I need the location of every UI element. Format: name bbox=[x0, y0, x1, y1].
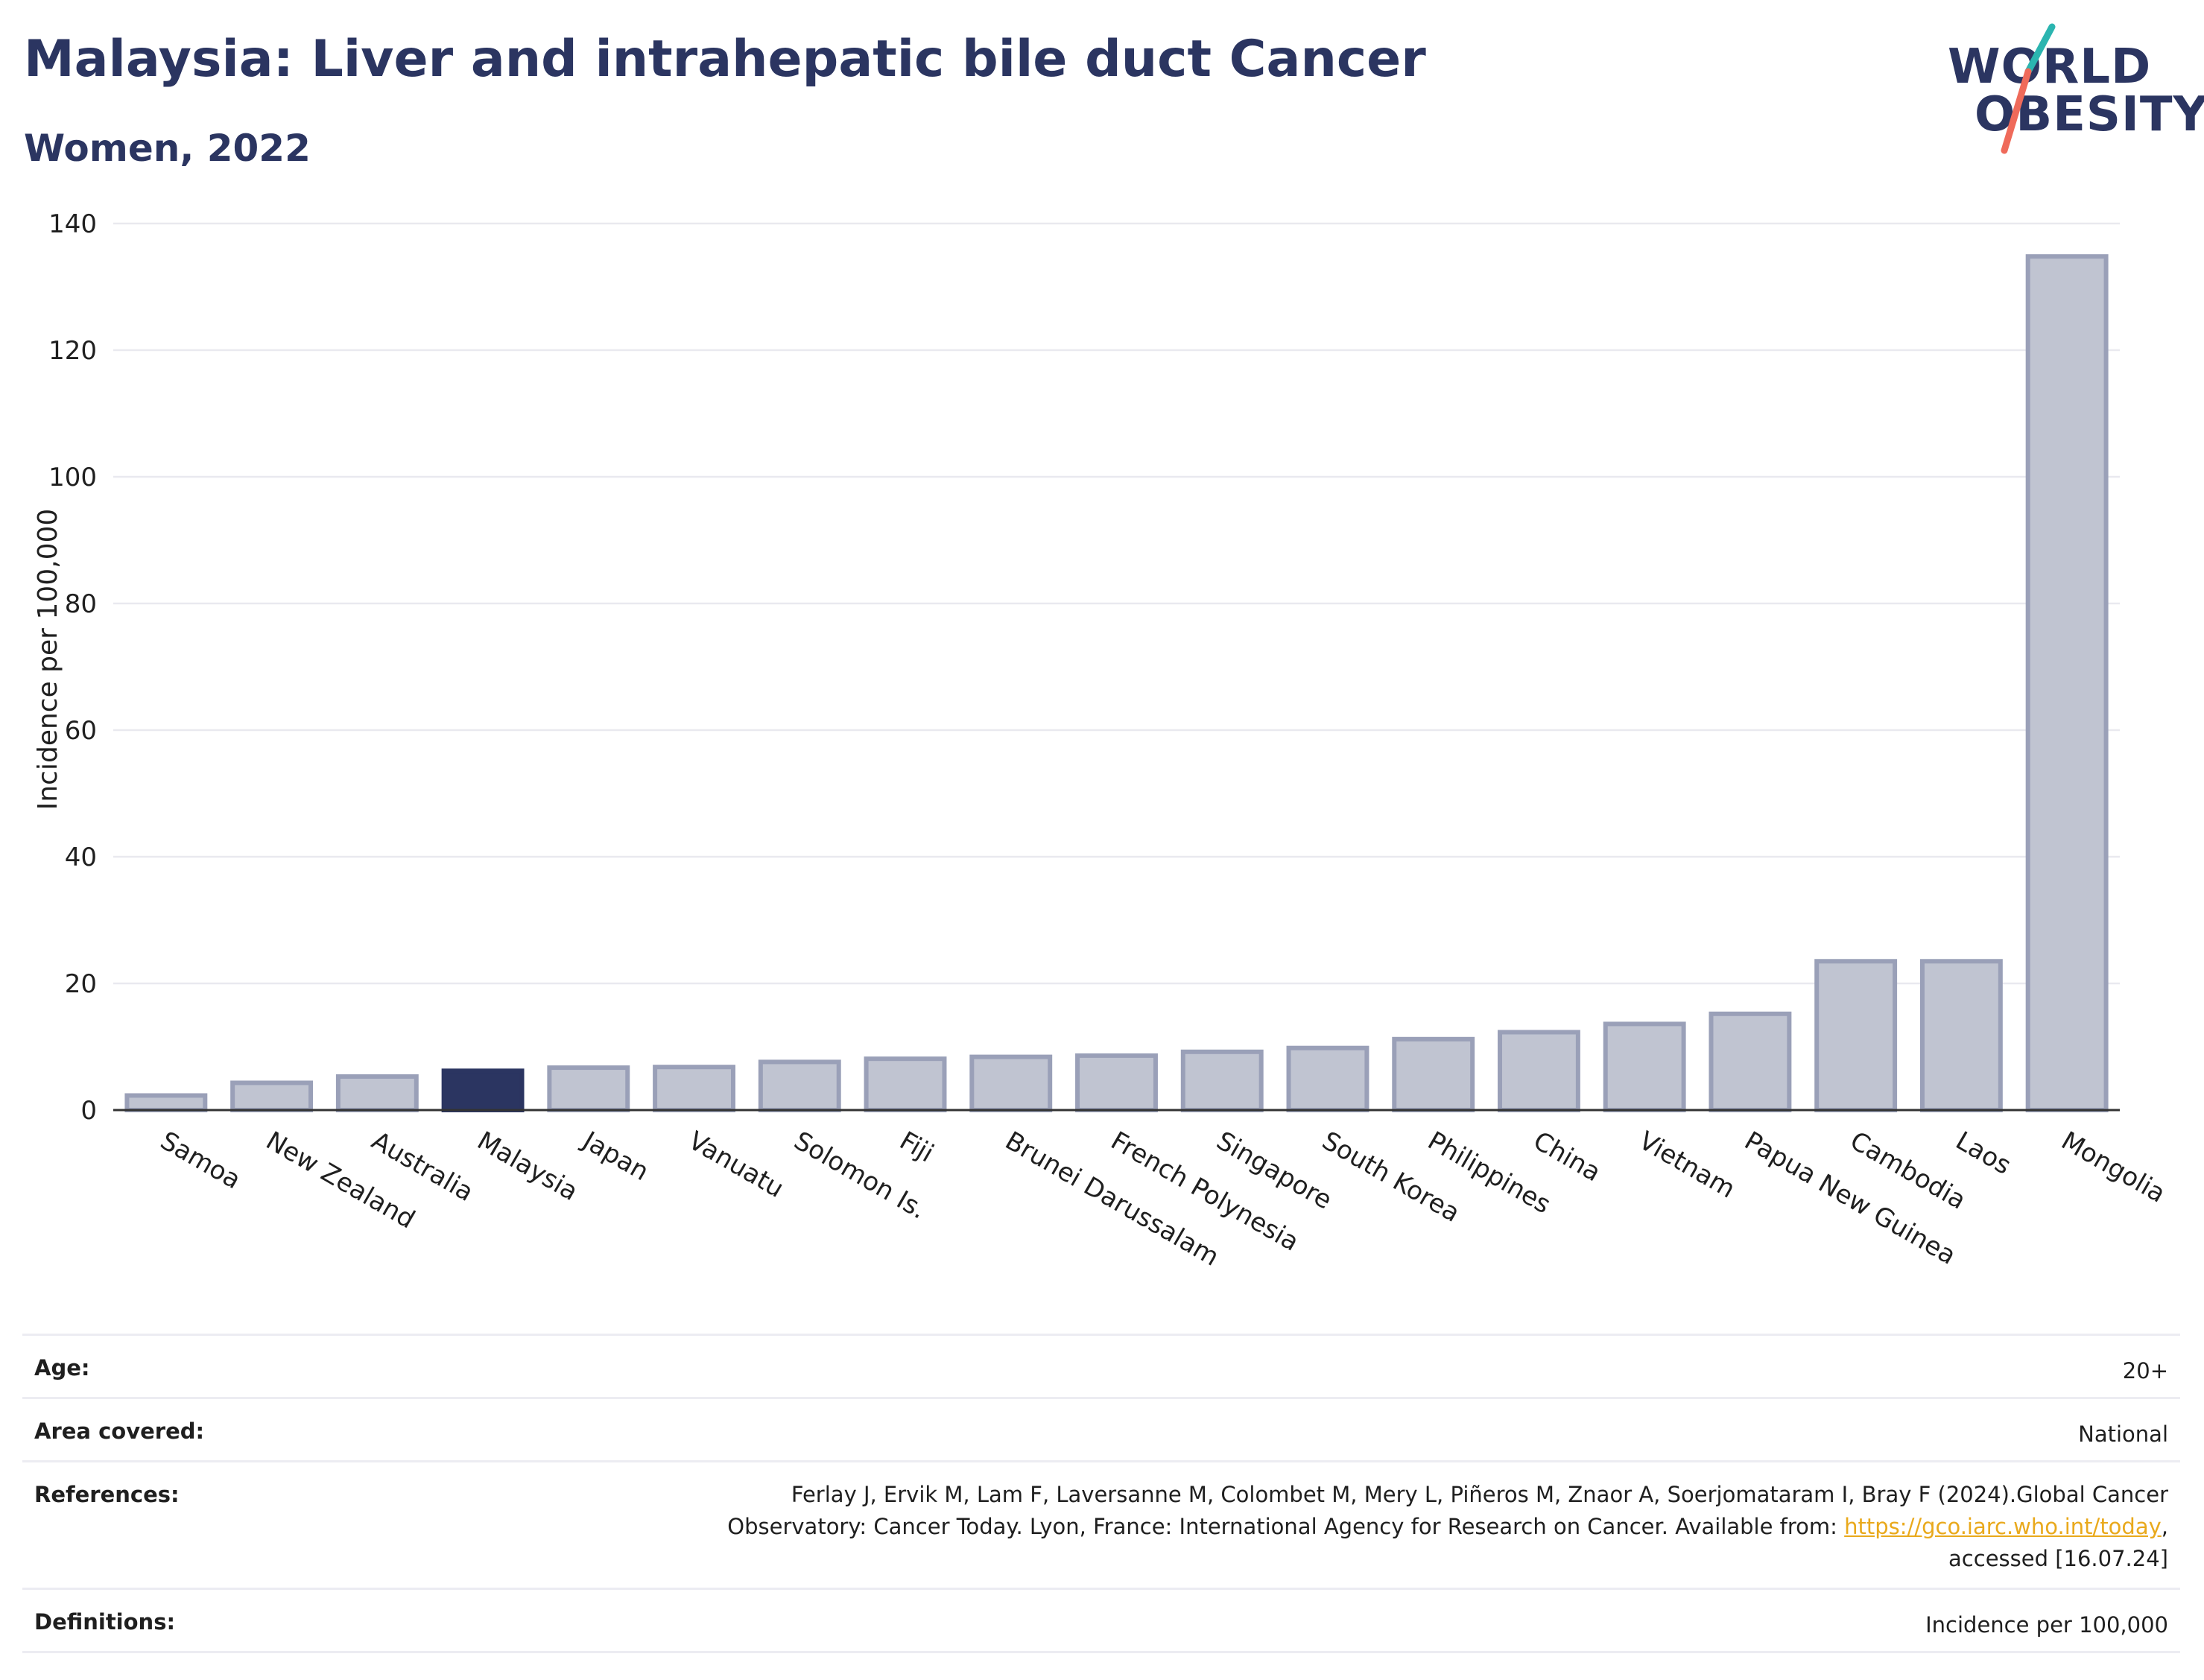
info-row-definitions: Definitions: Incidence per 100,000 bbox=[22, 1588, 2180, 1653]
bar-chart: 0 20 40 60 80 100 120 140 Samoa New ZealandAustr… bbox=[33, 209, 2170, 1272]
world-obesity-logo: WORLD OBESITY bbox=[1945, 22, 2204, 156]
x-tick-label: Vanuatu bbox=[683, 1126, 788, 1204]
bar-australia bbox=[335, 1074, 419, 1112]
bar-vietnam bbox=[1603, 1021, 1686, 1113]
y-tick-label: 80 bbox=[65, 589, 97, 619]
info-row-references: References: Ferlay J, Ervik M, Lam F, La… bbox=[22, 1460, 2180, 1588]
y-tick-label: 100 bbox=[48, 463, 97, 492]
y-tick-labels: 0 20 40 60 80 100 120 140 bbox=[48, 209, 97, 1126]
bar-south-korea bbox=[1286, 1045, 1369, 1112]
bar-laos bbox=[1919, 959, 2003, 1112]
x-tick-label: Laos bbox=[1951, 1126, 2016, 1181]
bar-philippines bbox=[1392, 1036, 1475, 1113]
logo-word-world: WORLD bbox=[1948, 39, 2152, 95]
y-tick-label: 20 bbox=[65, 969, 97, 999]
bar-vanuatu bbox=[653, 1065, 735, 1112]
x-tick-label: Samoa bbox=[155, 1126, 245, 1195]
x-tick-label: Japan bbox=[577, 1125, 654, 1187]
y-tick-label: 120 bbox=[48, 336, 97, 366]
x-tick-label: Fiji bbox=[895, 1126, 939, 1168]
references-value: Ferlay J, Ervik M, Lam F, Laversanne M, … bbox=[455, 1479, 2168, 1575]
info-row-area: Area covered: National bbox=[22, 1397, 2180, 1460]
bar-fiji bbox=[864, 1056, 947, 1113]
x-tick-label: China bbox=[1528, 1126, 1606, 1188]
area-label: Area covered: bbox=[34, 1419, 205, 1444]
references-line-1: Ferlay J, Ervik M, Lam F, Laversanne M, … bbox=[791, 1482, 2168, 1507]
y-tick-label: 60 bbox=[65, 716, 97, 746]
chart-title: Malaysia: Liver and intrahepatic bile du… bbox=[24, 30, 1426, 89]
references-line-2: Observatory: Cancer Today. Lyon, France:… bbox=[455, 1511, 2168, 1543]
bar-brunei-darussalam bbox=[969, 1054, 1053, 1112]
info-row-age: Age: 20+ bbox=[22, 1334, 2180, 1397]
bar-singapore bbox=[1180, 1049, 1264, 1113]
bar-malaysia bbox=[441, 1068, 525, 1113]
y-axis-label: Incidence per 100,000 bbox=[33, 509, 63, 811]
references-label: References: bbox=[34, 1482, 180, 1507]
bar-new-zealand bbox=[230, 1080, 314, 1112]
bar-mongolia bbox=[2025, 254, 2109, 1113]
gridlines bbox=[113, 222, 2120, 985]
bar-samoa bbox=[124, 1093, 208, 1112]
x-tick-label: Mongolia bbox=[2056, 1126, 2170, 1209]
age-label: Age: bbox=[34, 1355, 90, 1381]
y-tick-label: 0 bbox=[80, 1096, 97, 1126]
bar-china bbox=[1498, 1030, 1580, 1112]
age-value: 20+ bbox=[2122, 1358, 2168, 1383]
bar-french-polynesia bbox=[1075, 1053, 1158, 1113]
y-tick-label: 140 bbox=[48, 209, 97, 239]
bars bbox=[124, 254, 2109, 1113]
definitions-value: Incidence per 100,000 bbox=[1925, 1612, 2168, 1638]
bar-japan bbox=[547, 1065, 630, 1113]
bar-papua-new-guinea bbox=[1709, 1011, 1792, 1113]
gco-link[interactable]: https://gco.iarc.who.int/today bbox=[1844, 1514, 2162, 1539]
bar-cambodia bbox=[1814, 959, 1898, 1112]
chart-subtitle: Women, 2022 bbox=[24, 127, 311, 170]
x-tick-label: Vietnam bbox=[1634, 1126, 1741, 1205]
references-line-2-prefix: Observatory: Cancer Today. Lyon, France:… bbox=[727, 1514, 1845, 1539]
bar-solomon-is bbox=[758, 1059, 841, 1113]
logo-slash-icon bbox=[2001, 23, 2056, 154]
references-line-2-suffix: , bbox=[2161, 1514, 2168, 1539]
definitions-label: Definitions: bbox=[34, 1609, 176, 1635]
info-table: Age: 20+ Area covered: National Referenc… bbox=[22, 1334, 2180, 1653]
y-tick-label: 40 bbox=[65, 843, 97, 872]
references-line-3: accessed [16.07.24] bbox=[1948, 1546, 2168, 1571]
x-tick-label: Malaysia bbox=[472, 1126, 583, 1207]
area-value: National bbox=[2078, 1421, 2168, 1447]
